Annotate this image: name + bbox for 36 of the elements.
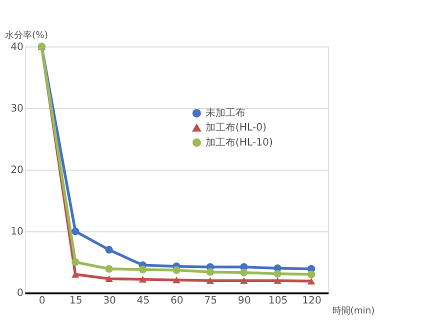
point xyxy=(240,277,248,284)
x-axis-title: 時間(min) xyxy=(332,306,375,317)
point xyxy=(206,277,214,284)
y-tick-label: 40 xyxy=(10,42,24,53)
x-tick-label: 30 xyxy=(103,295,116,306)
point xyxy=(105,246,113,254)
point xyxy=(72,227,80,236)
y-tick-label: 10 xyxy=(10,226,24,238)
x-tick-label: 45 xyxy=(136,295,150,306)
point xyxy=(274,277,282,284)
y-axis-title: 水分率(%) xyxy=(5,30,48,41)
point xyxy=(105,275,113,282)
x-tick-label: 0 xyxy=(38,295,46,306)
point xyxy=(72,258,80,266)
point xyxy=(307,270,316,278)
x-tick-label: 60 xyxy=(170,295,184,306)
x-tick-label: 105 xyxy=(268,295,288,306)
point xyxy=(274,270,282,278)
x-tick-label: 120 xyxy=(302,295,322,306)
legend-label: 未加工布 xyxy=(205,106,246,119)
x-tick-label: 75 xyxy=(204,295,218,306)
point xyxy=(172,266,180,274)
legend-label: 加工布(HL-10) xyxy=(205,136,273,148)
y-tick-label: 30 xyxy=(10,103,24,114)
x-tick-label: 15 xyxy=(69,295,82,306)
legend-label: 加工布(HL-0) xyxy=(205,122,267,134)
y-tick-label: 0 xyxy=(17,288,24,300)
point xyxy=(307,278,316,285)
point xyxy=(138,266,147,274)
y-tick-label: 20 xyxy=(10,164,24,176)
point xyxy=(105,265,113,273)
point xyxy=(172,276,180,284)
x-tick-label: 90 xyxy=(238,295,251,306)
point xyxy=(240,268,248,276)
point xyxy=(206,268,214,276)
point xyxy=(138,276,147,283)
